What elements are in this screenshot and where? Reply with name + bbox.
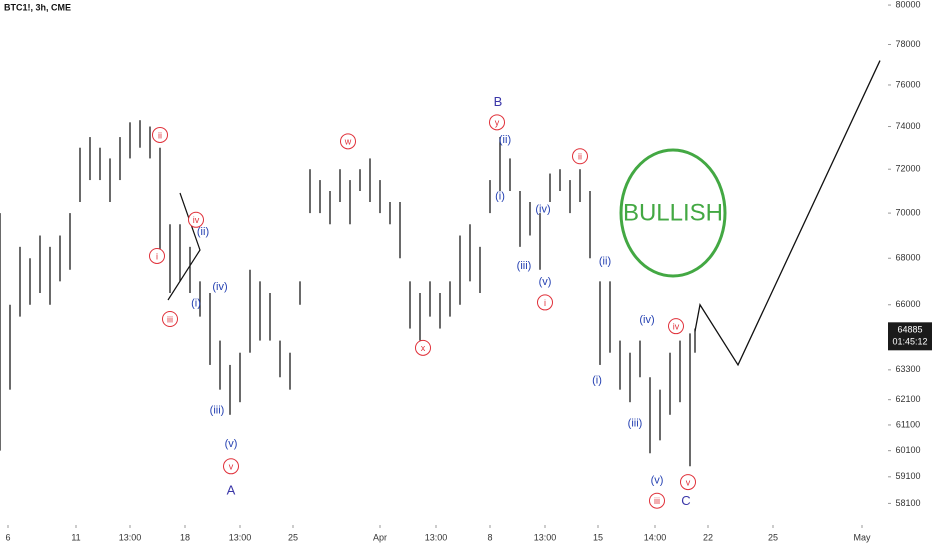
y-tick-label: 80000 — [895, 0, 920, 9]
bullish-text: BULLISH — [623, 199, 723, 226]
wave-label: (ii) — [197, 226, 209, 238]
price-tag — [888, 322, 932, 351]
x-tick-label: 15 — [593, 532, 603, 542]
wave-label: (ii) — [499, 134, 511, 146]
x-tick-label: 22 — [703, 532, 713, 542]
x-tick-label: 14:00 — [644, 532, 667, 542]
projection-line — [694, 60, 881, 367]
y-tick-label: 68000 — [895, 253, 920, 263]
wave-label: (iv) — [535, 204, 550, 216]
x-tick-label: 18 — [180, 532, 190, 542]
y-tick-label: 78000 — [895, 39, 920, 49]
wave-label: (i) — [495, 190, 505, 202]
wave-label-circle — [415, 339, 431, 356]
wave-label: C — [681, 493, 690, 508]
wave-label: i — [156, 251, 158, 261]
wave-label: iv — [193, 215, 200, 225]
y-tick-label: 63300 — [895, 364, 920, 374]
y-tick-label: 61100 — [896, 419, 920, 429]
wave-label: (iii) — [517, 260, 532, 272]
wave-label: (v) — [651, 474, 664, 486]
wave-label: (ii) — [599, 255, 611, 267]
y-tick-label: 58100 — [895, 498, 920, 508]
y-tick-label: 62100 — [895, 394, 920, 404]
wave-label-circle — [340, 133, 356, 150]
wave-label: iii — [654, 496, 660, 506]
wave-label: (i) — [592, 375, 602, 387]
wave-label-circle — [489, 114, 505, 131]
wave-label: i — [544, 298, 546, 308]
x-tick-label: 13:00 — [119, 532, 142, 542]
wave-label: iv — [673, 322, 680, 332]
wave-label-circle — [223, 458, 239, 475]
chart-title: BTC1!, 3h, CME — [4, 2, 71, 12]
y-tick-label: 70000 — [895, 207, 920, 217]
x-tick-label: 6 — [5, 532, 10, 542]
wave-label-circle — [149, 247, 165, 264]
x-tick-label: 11 — [71, 532, 80, 542]
wave-label: x — [421, 343, 426, 353]
y-tick-label: 60100 — [895, 445, 920, 455]
wave-label-circle — [152, 126, 168, 143]
wave-label: ii — [578, 152, 582, 162]
wave-label-circle — [188, 211, 204, 228]
x-tick-label: 25 — [288, 532, 298, 542]
wave-label: B — [494, 94, 503, 109]
y-tick-label: 59100 — [895, 471, 920, 481]
countdown-label: 01:45:12 — [892, 337, 927, 347]
bullish-circle — [619, 148, 727, 278]
wave-label: (iv) — [639, 314, 654, 326]
wave-label: (iii) — [628, 417, 643, 429]
wave-label-circle — [680, 474, 696, 491]
wave-label: (v) — [539, 276, 552, 288]
wave-label: w — [344, 137, 352, 147]
wave-label: v — [686, 477, 691, 487]
wave-label: ii — [158, 130, 162, 140]
wave-label: v — [229, 462, 234, 472]
x-tick-label: 13:00 — [534, 532, 557, 542]
y-tick-label: 76000 — [895, 79, 920, 89]
y-tick-label: 74000 — [895, 121, 920, 131]
x-tick-label: 25 — [768, 532, 778, 542]
wave-label: A — [227, 482, 236, 497]
wave-label-circle — [572, 148, 588, 165]
wave-label: (v) — [225, 438, 238, 450]
price-tag-label: 64885 — [897, 325, 922, 335]
x-tick-label: 8 — [487, 532, 492, 542]
wave-label-circle — [649, 492, 665, 509]
y-tick-label: 72000 — [895, 164, 920, 174]
wave-label: (iii) — [210, 405, 225, 417]
wave-label: y — [495, 118, 500, 128]
wave-label-circle — [537, 294, 553, 311]
x-tick-label: 13:00 — [229, 532, 252, 542]
wave-label: (iv) — [212, 281, 227, 293]
x-tick-label: 13:00 — [425, 532, 448, 542]
triangle-lines — [167, 192, 201, 301]
y-tick-label: 66000 — [895, 299, 920, 309]
x-tick-label: Apr — [373, 532, 387, 542]
wave-label: iii — [167, 314, 173, 324]
wave-label-circle — [668, 318, 684, 335]
wave-label: (i) — [191, 297, 201, 309]
x-tick-label: May — [853, 532, 871, 542]
wave-label-circle — [162, 310, 178, 327]
